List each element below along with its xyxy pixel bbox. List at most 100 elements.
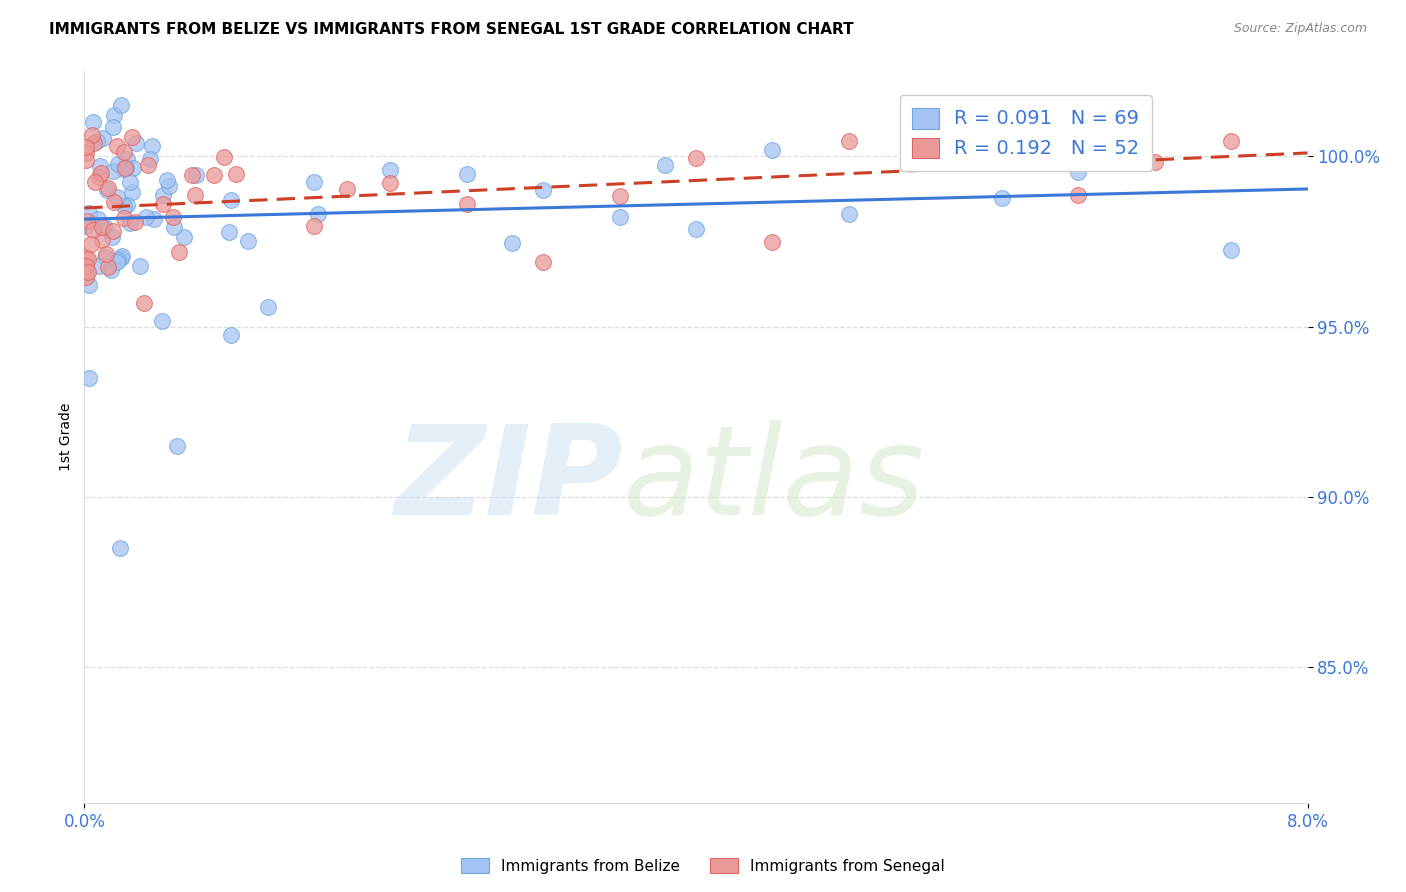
Point	[302, 219, 325, 233]
Point	[225, 167, 247, 181]
Point	[100, 263, 122, 277]
Point	[115, 197, 138, 211]
Point	[219, 327, 242, 342]
Point	[75, 259, 97, 273]
Point	[77, 265, 100, 279]
Point	[173, 230, 195, 244]
Point	[89, 170, 111, 185]
Point	[75, 153, 97, 167]
Point	[82, 223, 104, 237]
Point	[256, 300, 278, 314]
Point	[761, 235, 783, 249]
Text: Source: ZipAtlas.com: Source: ZipAtlas.com	[1233, 22, 1367, 36]
Text: atlas: atlas	[623, 420, 925, 541]
Point	[212, 150, 235, 164]
Point	[77, 206, 100, 220]
Point	[101, 230, 124, 244]
Point	[685, 151, 707, 165]
Point	[107, 157, 129, 171]
Point	[531, 255, 554, 269]
Point	[91, 233, 114, 247]
Point	[75, 139, 97, 153]
Point	[94, 250, 117, 264]
Legend: R = 0.091   N = 69, R = 0.192   N = 52: R = 0.091 N = 69, R = 0.192 N = 52	[900, 95, 1152, 171]
Point	[914, 154, 936, 169]
Point	[142, 212, 165, 227]
Point	[105, 254, 128, 268]
Point	[112, 145, 135, 159]
Point	[105, 138, 128, 153]
Point	[90, 220, 112, 235]
Point	[82, 115, 104, 129]
Point	[82, 128, 104, 143]
Point	[456, 197, 478, 211]
Point	[89, 159, 111, 173]
Point	[221, 193, 243, 207]
Point	[380, 176, 402, 190]
Point	[380, 163, 402, 178]
Point	[77, 252, 100, 266]
Point	[181, 169, 204, 183]
Point	[75, 146, 97, 161]
Point	[94, 247, 117, 261]
Point	[169, 245, 191, 260]
Point	[218, 225, 240, 239]
Point	[110, 252, 132, 266]
Y-axis label: 1st Grade: 1st Grade	[59, 403, 73, 471]
Point	[1220, 134, 1243, 148]
Point	[609, 188, 631, 202]
Point	[103, 108, 125, 122]
Point	[118, 216, 141, 230]
Point	[125, 136, 148, 150]
Point	[139, 152, 162, 166]
Point	[202, 168, 225, 182]
Point	[302, 175, 325, 189]
Point	[162, 211, 184, 225]
Point	[502, 235, 524, 250]
Point	[107, 252, 129, 267]
Point	[105, 189, 128, 203]
Point	[87, 212, 110, 227]
Point	[336, 182, 359, 196]
Point	[184, 168, 207, 182]
Point	[654, 158, 676, 172]
Point	[111, 161, 134, 176]
Point	[163, 219, 186, 234]
Point	[121, 186, 143, 200]
Point	[77, 370, 100, 384]
Point	[118, 174, 141, 188]
Point	[112, 211, 135, 225]
Point	[124, 215, 146, 229]
Point	[93, 130, 115, 145]
Point	[166, 439, 188, 453]
Point	[152, 197, 174, 211]
Point	[141, 139, 163, 153]
Point	[110, 98, 132, 112]
Point	[90, 166, 112, 180]
Point	[103, 224, 125, 238]
Point	[112, 198, 135, 212]
Point	[103, 194, 125, 209]
Point	[101, 120, 124, 134]
Point	[838, 134, 860, 148]
Point	[150, 313, 173, 327]
Point	[75, 250, 97, 264]
Text: IMMIGRANTS FROM BELIZE VS IMMIGRANTS FROM SENEGAL 1ST GRADE CORRELATION CHART: IMMIGRANTS FROM BELIZE VS IMMIGRANTS FRO…	[49, 22, 853, 37]
Point	[122, 161, 145, 175]
Point	[914, 98, 936, 112]
Point	[1143, 155, 1166, 169]
Point	[156, 172, 179, 186]
Point	[307, 207, 329, 221]
Point	[83, 136, 105, 151]
Point	[86, 135, 108, 149]
Point	[1220, 243, 1243, 257]
Point	[108, 541, 131, 555]
Point	[531, 183, 554, 197]
Point	[456, 167, 478, 181]
Text: ZIP: ZIP	[394, 420, 623, 541]
Point	[236, 234, 259, 248]
Point	[991, 191, 1014, 205]
Point	[157, 178, 180, 193]
Point	[111, 249, 134, 263]
Point	[87, 259, 110, 273]
